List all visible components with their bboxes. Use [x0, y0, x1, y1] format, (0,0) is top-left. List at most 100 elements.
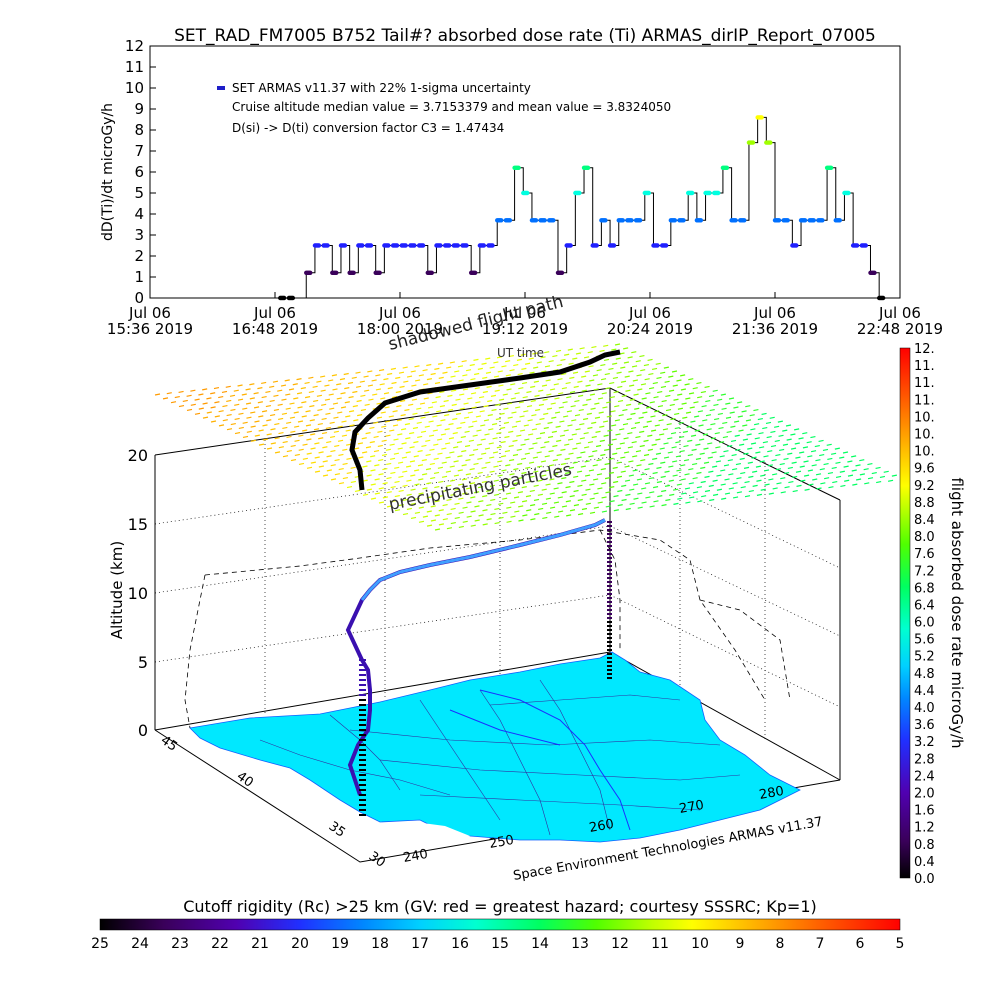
- particle-dash: [533, 470, 539, 473]
- particle-dash: [250, 425, 256, 428]
- particle-dash: [465, 459, 471, 462]
- particle-dash: [494, 507, 500, 511]
- particle-dash: [673, 502, 679, 505]
- particle-dash: [282, 440, 288, 444]
- particle-dash: [786, 438, 792, 441]
- particle-dash: [657, 495, 663, 498]
- particle-dash: [568, 466, 575, 469]
- particle-dash: [518, 505, 524, 508]
- particle-dash: [328, 379, 334, 382]
- particle-dash: [703, 447, 709, 450]
- dose-colorbar-tick-label: 5.2: [914, 650, 935, 665]
- particle-dash: [563, 415, 569, 418]
- particle-dash: [703, 461, 710, 464]
- particle-dash: [334, 458, 340, 462]
- particle-dash: [701, 495, 707, 498]
- particle-dash: [499, 412, 505, 415]
- particle-dash: [675, 441, 681, 444]
- dose-colorbar-tick-label: 0.0: [914, 872, 935, 887]
- particle-dash: [508, 430, 514, 433]
- dose-colorbar-tick-label: 7.2: [914, 564, 935, 579]
- particle-dash: [376, 402, 382, 405]
- particle-dash: [659, 447, 665, 450]
- rigidity-colorbar-tick-label: 15: [491, 936, 509, 952]
- particle-dash: [802, 432, 808, 435]
- particle-dash: [607, 443, 614, 446]
- particle-dash: [483, 405, 489, 408]
- particle-dash: [394, 466, 400, 469]
- dose-point: [837, 218, 842, 223]
- particle-dash: [521, 367, 527, 370]
- particle-dash: [579, 423, 585, 426]
- particle-dash: [695, 443, 701, 446]
- particle-dash: [432, 415, 438, 418]
- particle-dash: [282, 455, 289, 458]
- particle-dash: [526, 405, 533, 408]
- particle-dash: [553, 501, 560, 504]
- particle-dash: [210, 406, 216, 409]
- particle-dash: [593, 388, 599, 391]
- particle-dash: [474, 491, 480, 494]
- particle-dash: [453, 474, 460, 477]
- dose-colorbar-tick-label: 9.2: [914, 479, 935, 494]
- particle-dash: [609, 381, 615, 385]
- particle-dash: [538, 507, 544, 511]
- particle-dash: [392, 410, 398, 413]
- particle-dash: [828, 486, 834, 489]
- particle-dash: [481, 466, 487, 469]
- particle-dash: [754, 423, 760, 426]
- particle-dash: [384, 406, 390, 409]
- particle-dash: [720, 483, 726, 486]
- annotation-cruise-altitude: Cruise altitude median value = 3.7153379…: [232, 100, 671, 114]
- particle-dash: [589, 393, 596, 396]
- particle-dash: [556, 453, 562, 457]
- particle-dash: [599, 439, 605, 442]
- particle-dash: [407, 389, 413, 392]
- particle-dash: [712, 493, 719, 496]
- dose-point: [750, 140, 756, 145]
- particle-dash: [226, 428, 233, 431]
- particle-dash: [597, 397, 604, 400]
- particle-dash: [237, 384, 243, 387]
- particle-dash: [378, 487, 384, 490]
- particle-dash: [680, 374, 686, 377]
- particle-dash: [543, 412, 549, 415]
- particle-dash: [676, 469, 682, 472]
- x-tick-label-date: Jul 06: [503, 304, 546, 322]
- particle-dash: [525, 495, 532, 498]
- particle-dash: [410, 502, 416, 505]
- dose-point: [290, 295, 296, 301]
- particle-dash: [462, 374, 468, 377]
- particle-dash: [748, 475, 754, 478]
- dose-point: [698, 218, 704, 223]
- particle-dash: [253, 392, 259, 395]
- particle-dash: [567, 348, 573, 351]
- particle-dash: [495, 403, 501, 406]
- particle-dash: [411, 398, 418, 401]
- particle-dash: [397, 461, 404, 464]
- particle-dash: [721, 407, 727, 410]
- particle-dash: [653, 396, 659, 399]
- particle-dash: [629, 502, 635, 505]
- particle-dash: [304, 396, 311, 399]
- particle-dash: [477, 471, 483, 475]
- particle-dash: [619, 442, 625, 445]
- particle-dash: [731, 453, 737, 457]
- particle-dash: [294, 453, 300, 457]
- particle-dash: [206, 411, 212, 414]
- dose-point: [472, 270, 478, 275]
- particle-dash: [792, 489, 798, 493]
- particle-dash: [469, 363, 475, 367]
- particle-dash: [409, 460, 416, 463]
- particle-dash: [623, 451, 630, 454]
- particle-dash: [516, 448, 522, 451]
- particle-dash: [859, 473, 866, 476]
- particle-dash: [226, 399, 232, 403]
- particle-dash: [645, 496, 651, 499]
- legend-marker: [217, 86, 225, 90]
- particle-dash: [627, 432, 633, 435]
- particle-dash: [348, 396, 354, 399]
- particle-dash: [483, 419, 490, 422]
- particle-dash: [863, 468, 869, 471]
- particle-dash: [624, 465, 630, 468]
